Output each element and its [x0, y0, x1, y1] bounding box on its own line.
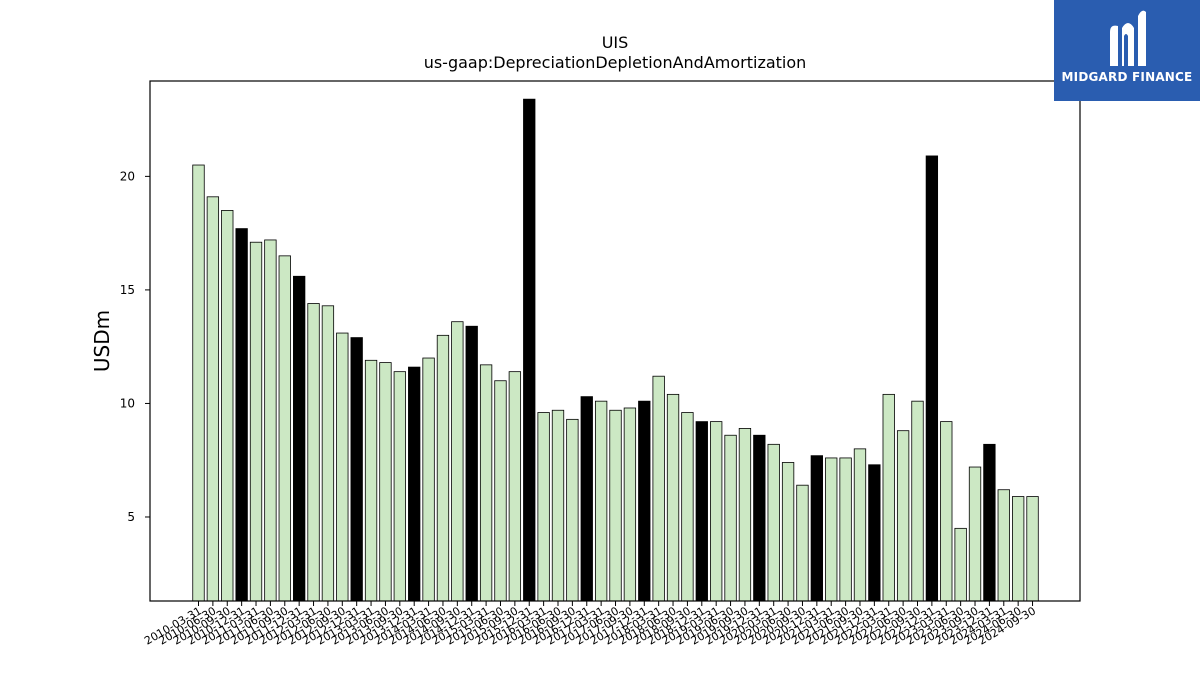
bar-2011-03-31 [249, 241, 263, 602]
bar-2010-09-30 [221, 210, 234, 602]
bar-2013-09-30 [393, 371, 406, 602]
bar-2015-12-31 [523, 98, 536, 602]
bar-2010-06-30 [206, 196, 220, 602]
bar-2024-03-31 [997, 489, 1010, 602]
bar-2016-06-30 [551, 409, 565, 602]
y-ticks-group: 5 10 15 20 [120, 169, 150, 524]
bar-2024-06-30 [1012, 496, 1025, 602]
bar-2019-12-31 [753, 434, 766, 602]
bar-2021-09-30 [853, 448, 867, 602]
bar-2024-09-30 [1026, 496, 1039, 602]
bar-2018-12-31 [695, 421, 708, 602]
bars-group [192, 98, 1039, 602]
brand-logo: MIDGARD FINANCE [1054, 0, 1200, 101]
logo-text: MIDGARD FINANCE [1061, 70, 1193, 84]
y-tick-label: 15 [120, 283, 135, 297]
bar-2022-09-30 [911, 400, 924, 602]
bar-2017-06-30 [609, 409, 622, 602]
bar-2019-09-30 [738, 428, 752, 602]
chart-subtitle: us-gaap:DepreciationDepletionAndAmortiza… [424, 53, 807, 72]
bar-2017-03-31 [594, 400, 608, 602]
bar-2020-12-31 [810, 455, 823, 602]
bar-2019-06-30 [724, 434, 737, 602]
y-tick-label: 20 [120, 169, 135, 183]
bar-2020-09-30 [796, 484, 809, 602]
bar-2021-03-31 [825, 457, 838, 602]
y-axis-label: USDm [90, 310, 114, 372]
bar-2015-09-30 [508, 371, 522, 602]
bar-2014-03-31 [422, 357, 435, 602]
bar-2020-06-30 [781, 462, 795, 602]
y-tick-label: 10 [120, 396, 135, 410]
bar-2022-12-31 [925, 155, 939, 602]
bar-2012-03-31 [307, 303, 320, 602]
bar-2018-03-31 [652, 375, 665, 602]
bar-2016-09-30 [566, 418, 579, 602]
bar-2021-06-30 [839, 457, 852, 602]
bar-2023-03-31 [940, 421, 953, 602]
bar-2014-12-31 [465, 325, 478, 602]
bar-2010-12-31 [235, 228, 248, 602]
bar-2012-12-31 [350, 337, 363, 602]
bar-2015-06-30 [494, 380, 507, 602]
bar-2023-09-30 [968, 466, 982, 602]
bar-2023-06-30 [954, 527, 967, 602]
bar-2021-12-31 [868, 464, 881, 602]
bar-2013-03-31 [364, 359, 378, 602]
bar-2011-12-31 [293, 275, 306, 602]
bar-2011-06-30 [264, 239, 277, 602]
bar-2022-06-30 [896, 430, 910, 602]
bar-2023-12-31 [983, 443, 996, 602]
bar-2017-09-30 [623, 407, 637, 602]
bar-2020-03-31 [767, 443, 780, 602]
x-ticks-group: 2010-03-312010-06-302010-09-302010-12-31… [142, 601, 1038, 648]
bar-2018-09-30 [681, 412, 694, 602]
bar-2012-06-30 [321, 305, 335, 602]
bar-2022-03-31 [882, 393, 895, 602]
bar-2016-03-31 [537, 412, 550, 602]
bar-2015-03-31 [479, 364, 493, 602]
midgard-logo-icon [1110, 10, 1146, 66]
bar-2010-03-31 [192, 164, 205, 602]
plot-frame [149, 80, 1081, 602]
bar-2014-06-30 [436, 334, 450, 602]
bar-2016-12-31 [580, 396, 593, 602]
y-tick-label: 5 [127, 510, 135, 524]
bar-2013-12-31 [408, 366, 421, 602]
bar-2013-06-30 [379, 362, 392, 602]
bar-2012-09-30 [336, 332, 349, 602]
bar-2017-12-31 [638, 400, 651, 602]
bar-2011-09-30 [278, 255, 291, 602]
bar-2019-03-31 [710, 421, 723, 602]
bar-2018-06-30 [666, 393, 680, 602]
chart-title: UIS [602, 33, 629, 52]
bar-2014-09-30 [451, 321, 464, 602]
